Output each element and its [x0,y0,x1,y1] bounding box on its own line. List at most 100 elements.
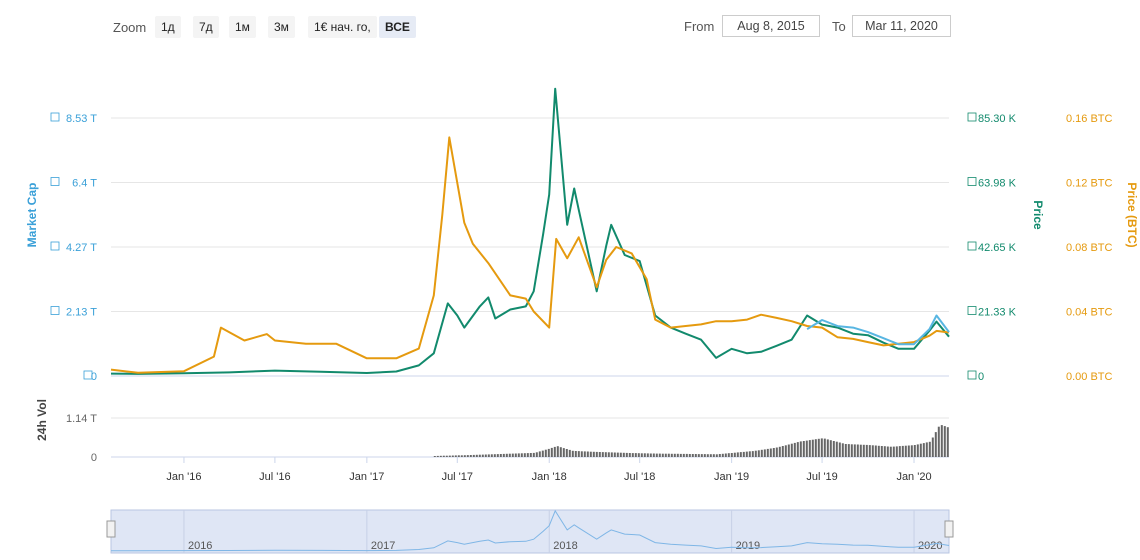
volume-bar [448,455,451,457]
price-tick-label: 63.98 K [978,178,1017,190]
zoom-7d-button[interactable]: 7д [193,16,219,38]
volume-bar [553,446,556,457]
zoom-3m-button[interactable]: 3м [268,16,295,38]
zoom-ytd-button[interactable]: 1€ нач. го, [308,16,377,38]
volume-bar [451,455,454,457]
volume-axis: 1.14 T 0 [66,413,97,464]
volume-bar [880,446,883,457]
volume-bar [433,456,436,457]
volume-bar [760,449,763,457]
volume-bar [718,454,721,457]
volume-bar [763,449,766,457]
volume-bar [649,453,652,457]
x-tick-label: Jan '18 [532,471,567,483]
zoom-label: Zoom [113,20,147,35]
volume-bar [469,455,472,457]
volume-bar [919,443,922,457]
navigator-right-handle[interactable] [944,520,954,538]
volume-bar [478,454,481,457]
volume-bar [856,444,859,457]
volume-bars [433,425,949,457]
volume-bar [694,454,697,457]
currency-icon [967,241,977,251]
price-btc-tick-label: 0.12 BTC [1066,178,1113,190]
volume-bar [898,446,901,457]
volume-bar [850,444,853,457]
volume-bar [679,453,682,457]
to-date-input[interactable] [852,15,951,37]
volume-bar [538,451,541,457]
volume-bar [523,453,526,457]
volume-bar [907,445,910,457]
volume-bar [577,451,580,457]
volume-bar [631,453,634,457]
volume-bar [781,446,784,457]
zoom-1m-button[interactable]: 1м [229,16,256,38]
zoom-all-button[interactable]: ВСЕ [379,16,416,38]
volume-bar [787,444,790,457]
volume-bar [634,453,637,457]
currency-icon [967,112,977,122]
volume-bar [568,449,571,457]
volume-bar [838,442,841,457]
volume-bar [601,452,604,457]
price-btc-tick-label: 0.04 BTC [1066,307,1113,319]
volume-bar [574,451,577,457]
volume-bar [586,451,589,457]
volume-bar [733,452,736,457]
volume-bar [826,439,829,457]
volume-bar [592,451,595,457]
volume-bar [604,452,607,457]
volume-bar [823,438,826,457]
volume-bar [529,453,532,457]
volume-bar [913,445,916,457]
volume-bar [715,454,718,457]
volume-bar [532,452,535,457]
volume-bar [520,453,523,457]
navigator-range[interactable] [110,509,950,554]
volume-bar [646,453,649,457]
volume-bar [505,453,508,457]
volume-bar [784,445,787,457]
price-tick-label: 21.33 K [978,307,1017,319]
zoom-1d-button[interactable]: 1д [155,16,181,38]
volume-bar [778,446,781,457]
x-tick-label: Jul '19 [806,471,837,483]
volume-bar [925,442,928,457]
volume-bar [598,452,601,457]
volume-bar [535,452,538,457]
navigator-left-handle[interactable] [106,520,116,538]
market-cap-tick-label: 0 [91,371,97,383]
series-lines [110,87,950,375]
currency-icon [83,370,93,380]
from-label: From [684,19,715,34]
volume-bar [580,451,583,457]
volume-bar [835,441,838,457]
from-date-input[interactable] [722,15,820,37]
grid-lines [111,117,949,458]
volume-bar [610,452,613,457]
volume-bar [814,439,817,457]
volume-bar [745,451,748,457]
market-cap-tick-label: 4.27 T [66,242,97,254]
volume-bar [589,451,592,457]
navigator[interactable]: 2016 2017 2018 2019 2020 [106,509,954,554]
volume-bar [853,444,856,457]
volume-bar [490,454,493,457]
volume-bar [847,444,850,457]
volume-bar [736,452,739,457]
volume-bar [454,455,457,457]
volume-bar [904,445,907,457]
volume-bar [910,445,913,457]
volume-bar [943,426,946,457]
volume-bar [892,446,895,457]
volume-bar [928,441,931,457]
volume-bar [565,449,568,457]
currency-icon [50,306,60,315]
volume-bar [514,453,517,457]
volume-bar [475,454,478,457]
x-tick-label: Jul '17 [442,471,473,483]
volume-bar [922,443,925,457]
volume-bar [859,444,862,457]
